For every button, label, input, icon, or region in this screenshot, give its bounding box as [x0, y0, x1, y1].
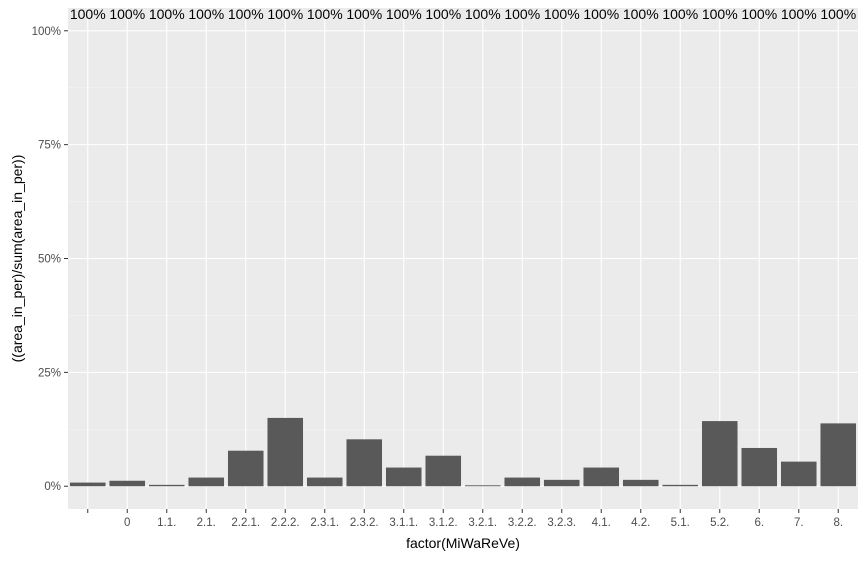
bar-labels: 100% 100% 100% 100% 100% 100% 100% 100% 100% 100%… — [70, 6, 856, 22]
y-tick-label: 0% — [44, 481, 61, 493]
x-tick-label: 6. — [754, 517, 764, 529]
bar-label: 100% — [702, 6, 738, 22]
bar — [504, 477, 541, 487]
bar-label: 100% — [425, 6, 461, 22]
x-tick-label: 2.2.1. — [231, 517, 260, 529]
bar — [69, 482, 106, 487]
bar — [780, 461, 817, 487]
bar-label: 100% — [267, 6, 303, 22]
bar — [267, 417, 304, 487]
bar-label: 100% — [307, 6, 343, 22]
x-tick-label: 0 — [124, 517, 130, 529]
bar-label: 100% — [109, 6, 145, 22]
y-tick-label: 100% — [32, 26, 61, 38]
x-tick-label: 4.2. — [631, 517, 650, 529]
x-tick-label: 3.1.1. — [389, 517, 418, 529]
x-tick-label: 3.2.2. — [508, 517, 537, 529]
bar — [820, 423, 857, 487]
x-tick-label: 3.2.3. — [547, 517, 576, 529]
bar — [148, 484, 185, 487]
grid-lines — [68, 8, 858, 509]
bar-label: 100% — [70, 6, 106, 22]
x-axis-title: factor(MiWaReVe) — [406, 535, 520, 551]
x-tick-label: 4.1. — [592, 517, 611, 529]
bar-label: 100% — [820, 6, 856, 22]
bar — [227, 450, 264, 487]
bar-label: 100% — [386, 6, 422, 22]
y-axis-title: ((area_in_per)/sum(area_in_per)) — [9, 155, 25, 363]
bars — [69, 417, 857, 487]
x-tick-label: 8. — [833, 517, 843, 529]
bar-label: 100% — [583, 6, 619, 22]
x-tick-label: 1.1. — [157, 517, 176, 529]
bar — [425, 455, 462, 487]
y-tick-label: 25% — [38, 367, 61, 379]
x-tick-label: 2.3.2. — [350, 517, 379, 529]
x-tick-label: 2.3.1. — [310, 517, 339, 529]
y-axis: 0% 25% 50% 75% 100% — [32, 26, 68, 493]
bar — [701, 421, 738, 487]
bar-label: 100% — [623, 6, 659, 22]
bar — [188, 477, 225, 487]
bar — [622, 479, 659, 487]
x-tick-label: 5.2. — [710, 517, 729, 529]
y-tick-label: 75% — [38, 140, 61, 152]
x-tick-label: 5.1. — [671, 517, 690, 529]
bar-label: 100% — [662, 6, 698, 22]
y-tick-label: 50% — [38, 254, 61, 266]
bar — [109, 480, 146, 487]
bar — [464, 485, 501, 487]
bar-label: 100% — [781, 6, 817, 22]
bar — [385, 467, 422, 487]
bar-label: 100% — [228, 6, 264, 22]
x-axis: 0 1.1. 2.1. 2.2.1. 2.2.2. 2.3.1. 2.3.2. 3.1.1. 3… — [87, 509, 843, 529]
bar-label: 100% — [544, 6, 580, 22]
bar-label: 100% — [741, 6, 777, 22]
bar — [741, 447, 778, 487]
bar — [346, 439, 383, 487]
x-tick-label: 3.1.2. — [429, 517, 458, 529]
bar-label: 100% — [465, 6, 501, 22]
bar — [306, 477, 343, 487]
x-tick-label: 2.2.2. — [271, 517, 300, 529]
bar — [662, 484, 699, 487]
x-tick-label: 2.1. — [197, 517, 216, 529]
bar — [583, 467, 620, 487]
x-tick-label: 7. — [794, 517, 804, 529]
bar-label: 100% — [504, 6, 540, 22]
bar-label: 100% — [346, 6, 382, 22]
bar-label: 100% — [149, 6, 185, 22]
x-tick-label: 3.2.1. — [468, 517, 497, 529]
bar — [543, 479, 580, 487]
bar-label: 100% — [188, 6, 224, 22]
